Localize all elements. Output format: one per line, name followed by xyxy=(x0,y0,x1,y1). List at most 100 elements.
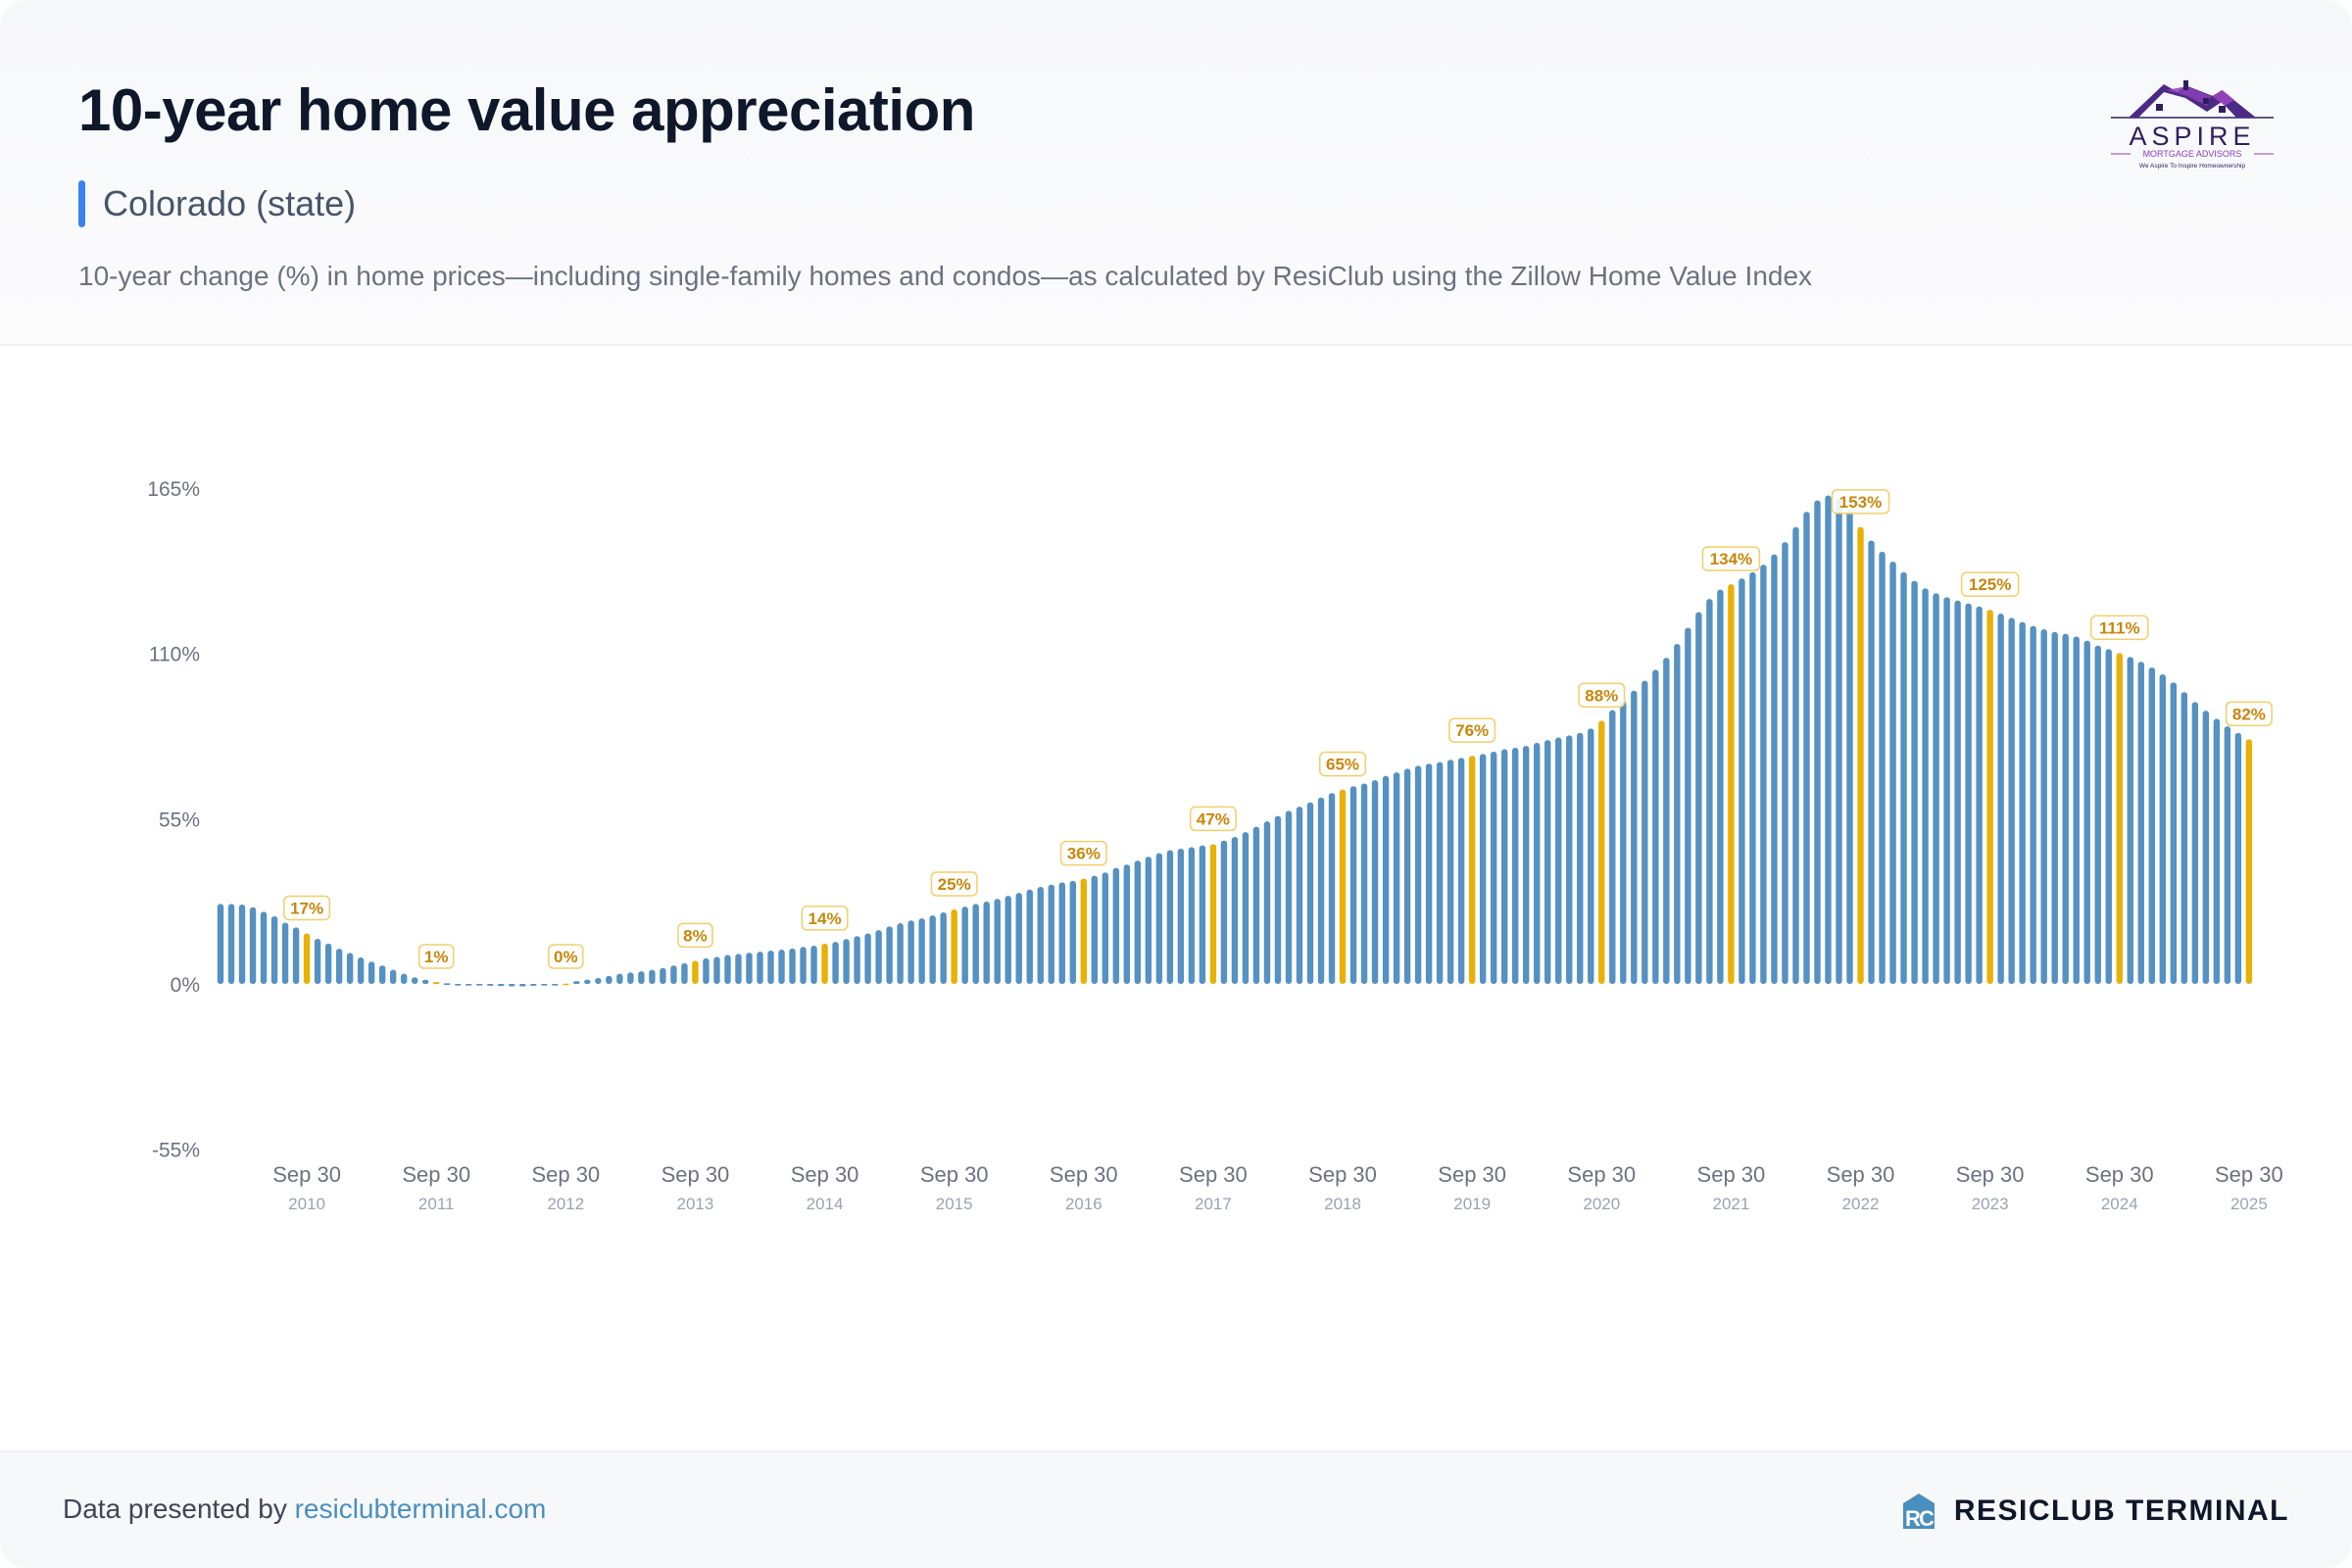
bar xyxy=(961,906,968,984)
annotation-label: 153% xyxy=(1831,489,1890,514)
annotation-box xyxy=(1831,489,1890,514)
bar xyxy=(2213,718,2221,984)
bar xyxy=(864,933,871,984)
x-tick-year: 2011 xyxy=(418,1195,455,1213)
svg-text:R: R xyxy=(1905,1506,1921,1531)
bar xyxy=(411,977,418,984)
x-tick-label: Sep 30 2010 xyxy=(272,1162,341,1213)
region-name: Colorado (state) xyxy=(103,183,357,223)
bar xyxy=(487,984,494,986)
bar xyxy=(260,911,268,984)
bar xyxy=(1393,772,1400,984)
annotation-label: 25% xyxy=(930,871,978,897)
x-tick-year: 2025 xyxy=(2230,1195,2268,1213)
bar xyxy=(2170,682,2178,984)
bar xyxy=(2224,726,2231,984)
bar xyxy=(1037,886,1044,984)
x-tick-year: 2023 xyxy=(1972,1195,2009,1213)
bar xyxy=(1263,821,1271,984)
bar xyxy=(2094,645,2101,984)
bar xyxy=(1706,599,1713,984)
bar xyxy=(1749,571,1756,984)
x-tick-date: Sep 30 xyxy=(662,1162,730,1187)
annotation-text: 125% xyxy=(1969,575,2011,594)
bar xyxy=(400,973,408,984)
annotation-label: 134% xyxy=(1701,546,1761,571)
x-axis: Sep 30 2010 Sep 30 2011 Sep 30 2012 Sep 30 2013… xyxy=(272,1162,2283,1213)
x-tick-date: Sep 30 xyxy=(1050,1162,1118,1187)
bar xyxy=(1534,743,1541,984)
bar xyxy=(1490,751,1497,984)
bar xyxy=(1457,758,1465,984)
bar xyxy=(509,984,515,987)
bar xyxy=(1922,588,1929,984)
bar xyxy=(1123,864,1131,984)
bar xyxy=(217,904,224,984)
annotation-text: 111% xyxy=(2099,618,2140,637)
bar xyxy=(1868,540,1875,984)
bar xyxy=(606,975,612,984)
annotation-box xyxy=(1578,682,1626,709)
annotation-label: 125% xyxy=(1960,571,2020,597)
x-tick-label: Sep 30 2011 xyxy=(402,1162,470,1213)
x-tick-date: Sep 30 xyxy=(272,1162,341,1187)
bar xyxy=(983,901,990,984)
bar xyxy=(746,953,753,984)
bar xyxy=(713,956,720,984)
bar xyxy=(1695,612,1702,984)
bar xyxy=(1306,802,1314,984)
bar xyxy=(2202,710,2210,984)
bar xyxy=(292,927,300,984)
y-tick-label: 55% xyxy=(159,808,200,831)
bar xyxy=(281,922,289,984)
logo-tagline: We Aspire To Inspire Homeownership xyxy=(2139,163,2246,170)
bar xyxy=(875,930,882,984)
highlight-bar xyxy=(1857,526,1864,984)
chart-header: 10-year home value appreciation Colorado… xyxy=(0,0,2352,346)
svg-text:C: C xyxy=(1919,1506,1935,1531)
x-tick-year: 2015 xyxy=(936,1195,973,1213)
resiclub-link[interactable]: resiclubterminal.com xyxy=(294,1494,547,1524)
bar xyxy=(552,984,559,986)
bar xyxy=(1512,747,1519,984)
bar xyxy=(1004,896,1011,984)
x-tick-label: Sep 30 2019 xyxy=(1438,1162,1506,1213)
x-tick-year: 2018 xyxy=(1324,1195,1361,1213)
bar xyxy=(1414,765,1422,984)
bar xyxy=(800,947,807,984)
highlight-bar xyxy=(821,943,828,984)
annotation-text: 8% xyxy=(683,926,708,945)
bar xyxy=(1523,746,1530,984)
bar xyxy=(1588,728,1594,984)
annotation-label: 111% xyxy=(2090,614,2149,641)
annotation-box xyxy=(1319,751,1367,777)
bar xyxy=(2234,732,2242,984)
highlight-bar xyxy=(563,983,569,986)
bar xyxy=(421,979,429,984)
x-tick-date: Sep 30 xyxy=(531,1162,600,1187)
annotation-label: 14% xyxy=(801,906,849,931)
bar xyxy=(627,972,634,984)
bar xyxy=(1403,768,1411,984)
x-tick-date: Sep 30 xyxy=(1697,1162,1766,1187)
bar xyxy=(649,969,656,984)
bar xyxy=(1933,593,1939,984)
bar xyxy=(1836,498,1842,984)
bar xyxy=(897,923,904,984)
annotation-box xyxy=(1448,717,1496,743)
bar xyxy=(703,957,710,984)
annotation-box xyxy=(1701,546,1761,571)
annotation-box xyxy=(548,944,584,969)
x-tick-date: Sep 30 xyxy=(2085,1162,2154,1187)
x-tick-year: 2020 xyxy=(1583,1195,1620,1213)
annotation-text: 76% xyxy=(1455,721,1489,740)
bar xyxy=(1134,860,1142,984)
x-tick-year: 2012 xyxy=(547,1195,584,1213)
bar xyxy=(2073,636,2080,984)
highlight-bar xyxy=(1468,756,1476,984)
bar xyxy=(584,979,591,984)
bar xyxy=(444,983,451,985)
x-tick-label: Sep 30 2022 xyxy=(1827,1162,1895,1213)
bar xyxy=(843,939,850,984)
bar xyxy=(2180,692,2188,984)
